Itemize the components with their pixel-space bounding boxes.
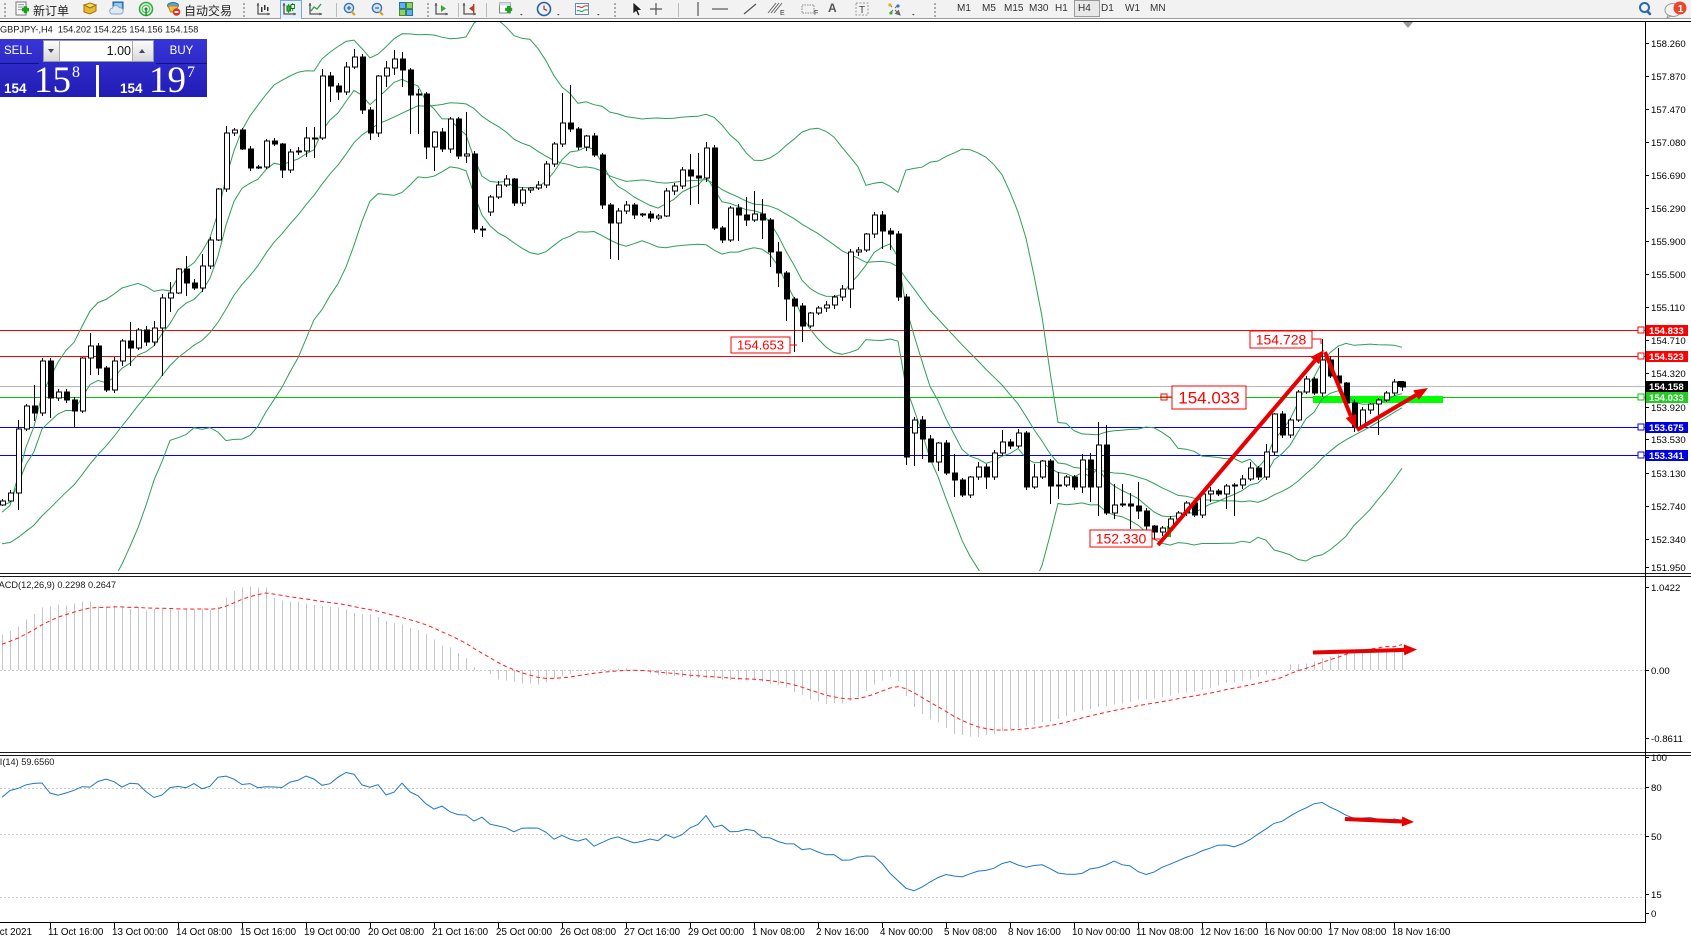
svg-text:80: 80 <box>1651 783 1662 794</box>
svg-text:151.950: 151.950 <box>1651 563 1686 574</box>
svg-text:100: 100 <box>1651 753 1667 764</box>
svg-text:9 Oct 2021: 9 Oct 2021 <box>0 927 32 937</box>
svg-text:11 Nov 08:00: 11 Nov 08:00 <box>1136 927 1194 937</box>
svg-text:152.740: 152.740 <box>1651 502 1686 513</box>
svg-text:E: E <box>780 10 785 17</box>
svg-text:157.870: 157.870 <box>1651 72 1686 83</box>
svg-text:29 Oct 00:00: 29 Oct 00:00 <box>688 927 745 937</box>
svg-text:19 Oct 00:00: 19 Oct 00:00 <box>304 927 361 937</box>
svg-text:MACD(12,26,9) 0.2298 0.2647: MACD(12,26,9) 0.2298 0.2647 <box>0 580 116 590</box>
svg-text:26 Oct 08:00: 26 Oct 08:00 <box>560 927 617 937</box>
svg-text:156.690: 156.690 <box>1651 171 1686 182</box>
svg-text:153.920: 153.920 <box>1651 403 1686 414</box>
svg-text:154.710: 154.710 <box>1651 336 1686 347</box>
svg-text:152.330: 152.330 <box>1096 531 1147 547</box>
svg-text:F: F <box>814 10 818 17</box>
svg-text:18 Nov 16:00: 18 Nov 16:00 <box>1392 927 1451 937</box>
svg-text:12 Nov 16:00: 12 Nov 16:00 <box>1200 927 1259 937</box>
svg-text:154.833: 154.833 <box>1649 326 1684 337</box>
svg-text:21 Oct 16:00: 21 Oct 16:00 <box>432 927 489 937</box>
svg-text:2 Nov 16:00: 2 Nov 16:00 <box>816 927 869 937</box>
svg-text:20 Oct 08:00: 20 Oct 08:00 <box>368 927 425 937</box>
svg-text:154.320: 154.320 <box>1651 369 1686 380</box>
svg-text:154.033: 154.033 <box>1178 389 1239 408</box>
svg-text:5 Nov 08:00: 5 Nov 08:00 <box>944 927 997 937</box>
svg-text:50: 50 <box>1651 832 1662 843</box>
svg-text:157.470: 157.470 <box>1651 105 1686 116</box>
svg-text:154.158: 154.158 <box>1649 382 1684 393</box>
svg-text:-0.8611: -0.8611 <box>1651 734 1683 745</box>
svg-text:8 Nov 16:00: 8 Nov 16:00 <box>1008 927 1061 937</box>
svg-text:13 Oct 00:00: 13 Oct 00:00 <box>112 927 169 937</box>
svg-text:154.523: 154.523 <box>1649 352 1684 363</box>
svg-text:1.0422: 1.0422 <box>1651 583 1680 594</box>
svg-text:1 Nov 08:00: 1 Nov 08:00 <box>752 927 805 937</box>
svg-text:14 Oct 08:00: 14 Oct 08:00 <box>176 927 233 937</box>
svg-text:GBPJPY-,H4 154.202 154.225 15: GBPJPY-,H4 154.202 154.225 154.156 154.1… <box>0 25 198 35</box>
svg-text:153.341: 153.341 <box>1649 451 1684 462</box>
svg-text:158.260: 158.260 <box>1651 39 1686 50</box>
svg-text:10 Nov 00:00: 10 Nov 00:00 <box>1072 927 1131 937</box>
svg-text:RSI(14) 59.6560: RSI(14) 59.6560 <box>0 757 54 767</box>
svg-text:11 Oct 16:00: 11 Oct 16:00 <box>48 927 104 937</box>
svg-text:156.290: 156.290 <box>1651 204 1686 215</box>
svg-text:154.728: 154.728 <box>1256 332 1307 348</box>
svg-text:152.340: 152.340 <box>1651 535 1686 546</box>
svg-text:155.500: 155.500 <box>1651 270 1686 281</box>
svg-text:153.130: 153.130 <box>1651 469 1686 480</box>
svg-text:4 Nov 00:00: 4 Nov 00:00 <box>880 927 933 937</box>
svg-text:154.653: 154.653 <box>737 338 784 353</box>
svg-text:154.033: 154.033 <box>1649 393 1684 404</box>
svg-text:T: T <box>859 5 865 16</box>
svg-text:157.080: 157.080 <box>1651 138 1686 149</box>
svg-text:155.110: 155.110 <box>1651 303 1685 314</box>
svg-text:16 Nov 00:00: 16 Nov 00:00 <box>1264 927 1323 937</box>
svg-text:0.00: 0.00 <box>1651 666 1670 677</box>
svg-text:27 Oct 16:00: 27 Oct 16:00 <box>624 927 681 937</box>
svg-text:15 Oct 16:00: 15 Oct 16:00 <box>240 927 297 937</box>
svg-text:1: 1 <box>1678 4 1684 15</box>
svg-text:155.900: 155.900 <box>1651 237 1686 248</box>
svg-text:0: 0 <box>1651 909 1656 920</box>
svg-text:15: 15 <box>1651 890 1662 901</box>
svg-text:17 Nov 08:00: 17 Nov 08:00 <box>1328 927 1387 937</box>
svg-text:25 Oct 00:00: 25 Oct 00:00 <box>496 927 553 937</box>
svg-text:153.675: 153.675 <box>1649 423 1684 434</box>
svg-text:153.530: 153.530 <box>1651 435 1686 446</box>
